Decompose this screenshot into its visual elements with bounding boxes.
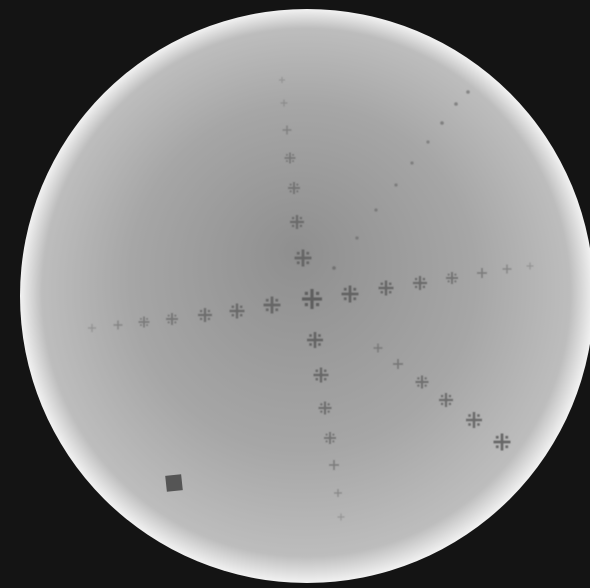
cross-marker xyxy=(493,433,511,451)
cross-marker xyxy=(198,308,212,322)
cross-marker xyxy=(502,264,512,274)
cross-marker xyxy=(341,285,359,303)
cross-marker xyxy=(329,460,339,470)
marker-layer xyxy=(88,77,534,521)
cross-marker xyxy=(290,215,304,229)
dot-marker xyxy=(332,266,336,270)
dot-marker xyxy=(440,121,444,125)
cross-marker xyxy=(413,276,427,290)
dot-marker xyxy=(394,183,398,187)
cross-marker xyxy=(113,320,123,330)
cross-marker xyxy=(318,401,332,415)
cross-marker xyxy=(439,393,453,407)
dot-marker xyxy=(374,208,378,212)
cross-marker xyxy=(313,367,329,383)
square-marker xyxy=(165,474,183,492)
cross-marker xyxy=(466,412,482,428)
cross-marker xyxy=(477,268,487,278)
cross-marker xyxy=(307,332,323,348)
cross-marker xyxy=(378,280,394,296)
cross-marker xyxy=(446,272,458,284)
cross-marker xyxy=(280,99,288,107)
cross-marker xyxy=(288,182,300,194)
cross-marker xyxy=(324,432,336,444)
dot-marker xyxy=(426,140,430,144)
cross-marker xyxy=(294,249,312,267)
dot-marker xyxy=(454,102,458,106)
cross-marker xyxy=(88,324,96,332)
dot-marker xyxy=(410,161,414,165)
cross-marker xyxy=(334,489,342,497)
dot-marker xyxy=(466,90,470,94)
cross-marker xyxy=(393,359,403,369)
cross-marker xyxy=(284,152,296,164)
dot-marker xyxy=(355,236,359,240)
cross-marker xyxy=(415,375,429,389)
detector-field-circle xyxy=(20,9,590,583)
cross-marker xyxy=(373,343,383,353)
cross-marker xyxy=(526,262,534,270)
cross-marker xyxy=(263,296,281,314)
cross-marker xyxy=(166,313,178,325)
cross-marker xyxy=(279,77,285,83)
cross-marker xyxy=(302,289,322,309)
cross-marker xyxy=(229,303,245,319)
cross-marker xyxy=(138,316,150,328)
cross-marker xyxy=(282,125,292,135)
cross-marker xyxy=(337,513,345,521)
